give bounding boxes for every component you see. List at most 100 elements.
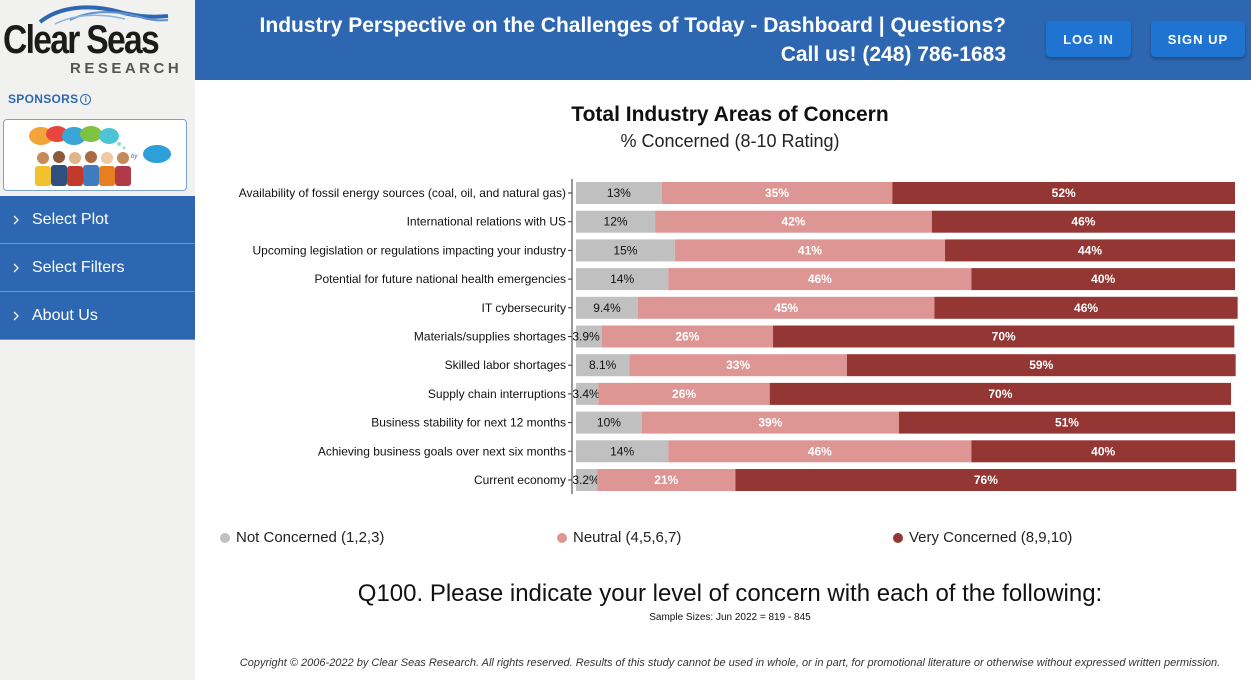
data-label: 8.1% — [589, 358, 617, 372]
bar-segment — [637, 296, 935, 319]
data-label: 46% — [1071, 215, 1095, 229]
legend-label: Not Concerned (1,2,3) — [236, 529, 385, 546]
nav-about-us[interactable]: About Us — [0, 292, 195, 340]
category-label: Achieving business goals over next six m… — [318, 444, 566, 458]
nav-select-plot[interactable]: Select Plot — [0, 196, 195, 244]
data-label: 35% — [765, 186, 789, 200]
legend-very-concerned[interactable]: Very Concerned (8,9,10) — [893, 529, 1072, 546]
signup-button[interactable]: SIGN UP — [1151, 21, 1245, 57]
legend-swatch-very-concerned — [893, 532, 903, 543]
bar-segment — [576, 268, 669, 291]
data-label: 70% — [992, 330, 1016, 344]
logo-subtitle: RESEARCH — [70, 60, 183, 77]
data-label: 14% — [610, 444, 634, 458]
bar-segment — [576, 469, 598, 491]
data-label: 70% — [988, 387, 1012, 401]
bar-segment — [668, 268, 972, 291]
bar-segment — [892, 182, 1235, 204]
logo-wordmark: Clear Seas — [3, 18, 160, 62]
svg-text:by: by — [131, 154, 138, 160]
data-label: 76% — [974, 473, 998, 487]
sponsors-label: SPONSORS i — [8, 92, 92, 106]
category-label: International relations with US — [407, 215, 566, 229]
sample-sizes: Sample Sizes: Jun 2022 = 819 - 845 — [649, 612, 811, 623]
legend-swatch-neutral — [557, 532, 567, 543]
data-label: 33% — [726, 358, 750, 372]
login-button[interactable]: LOG IN — [1046, 21, 1131, 57]
category-label: Potential for future national health eme… — [315, 272, 567, 286]
data-label: 46% — [1074, 301, 1098, 315]
bar-segment — [655, 210, 932, 233]
category-label: IT cybersecurity — [482, 301, 566, 315]
sponsor-people-illustration-icon: by — [19, 124, 171, 186]
data-label: 52% — [1052, 186, 1076, 200]
bar-segment — [668, 440, 972, 463]
nav-label: Select Plot — [32, 210, 109, 228]
bar-segment — [773, 325, 1235, 348]
wave-logo-icon — [38, 5, 169, 25]
copyright-notice: Copyright © 2006-2022 by Clear Seas Rese… — [239, 657, 1221, 669]
data-label: 46% — [808, 272, 832, 286]
bar-segment — [601, 325, 774, 348]
chevron-right-icon — [13, 263, 19, 272]
bar-segment — [945, 239, 1235, 262]
bar-segment — [576, 296, 638, 319]
nav-label: Select Filters — [32, 258, 125, 276]
data-label: 45% — [774, 301, 798, 315]
data-label: 3.9% — [572, 330, 600, 344]
header-title-line2[interactable]: Call us! (248) 786-1683 — [780, 43, 1006, 66]
data-label: 10% — [597, 416, 621, 430]
header-title: Industry Perspective on the Challenges o… — [260, 11, 1006, 69]
category-label: Supply chain interruptions — [428, 387, 566, 401]
bar-segment — [971, 440, 1235, 463]
bar-segment — [674, 239, 946, 262]
data-label: 40% — [1091, 444, 1115, 458]
chevron-right-icon — [13, 311, 19, 320]
info-icon[interactable]: i — [80, 93, 92, 105]
legend-neutral[interactable]: Neutral (4,5,6,7) — [557, 529, 681, 546]
data-label: 14% — [610, 272, 634, 286]
bar-segment — [934, 296, 1238, 319]
category-label: Materials/supplies shortages — [414, 330, 566, 344]
bar-segment — [576, 354, 630, 377]
header-title-line1: Industry Perspective on the Challenges o… — [259, 14, 1006, 37]
bar-segment — [641, 411, 899, 434]
chevron-right-icon — [13, 215, 19, 224]
data-label: 51% — [1055, 416, 1079, 430]
sponsor-banner[interactable]: by — [3, 119, 187, 191]
bar-segment — [898, 411, 1235, 434]
data-label: 41% — [798, 243, 822, 257]
legend-not-concerned[interactable]: Not Concerned (1,2,3) — [220, 529, 384, 546]
nav-select-filters[interactable]: Select Filters — [0, 244, 195, 292]
data-label: 3.4% — [572, 387, 600, 401]
category-label: Upcoming legislation or regulations impa… — [253, 243, 567, 257]
bar-segment — [576, 325, 602, 348]
bar-segment — [576, 440, 669, 463]
legend-swatch-not-concerned — [220, 532, 230, 543]
bar-segment — [576, 239, 675, 262]
data-label: 59% — [1029, 358, 1053, 372]
bar-segment — [846, 354, 1236, 377]
data-label: 39% — [758, 416, 782, 430]
category-label: Business stability for next 12 months — [371, 416, 566, 430]
data-label: 3.2% — [572, 473, 600, 487]
data-label: 21% — [654, 473, 678, 487]
data-label: 26% — [672, 387, 696, 401]
clear-seas-logo[interactable]: Clear Seas RESEARCH — [0, 0, 195, 80]
data-label: 13% — [607, 186, 631, 200]
legend-label: Neutral (4,5,6,7) — [573, 529, 682, 546]
sidebar-nav: Select Plot Select Filters About Us — [0, 196, 195, 340]
data-label: 44% — [1078, 243, 1102, 257]
question-text: Q100. Please indicate your level of conc… — [357, 580, 1103, 607]
data-label: 9.4% — [593, 301, 621, 315]
bar-segment — [598, 382, 770, 405]
bar-segment — [661, 182, 893, 204]
category-label: Skilled labor shortages — [445, 358, 566, 372]
bar-segment — [576, 382, 599, 405]
data-label: 26% — [675, 330, 699, 344]
nav-label: About Us — [32, 306, 98, 324]
top-header: Industry Perspective on the Challenges o… — [195, 0, 1251, 80]
data-label: 12% — [604, 215, 628, 229]
data-label: 15% — [613, 243, 637, 257]
sponsors-text: SPONSORS — [8, 92, 79, 106]
